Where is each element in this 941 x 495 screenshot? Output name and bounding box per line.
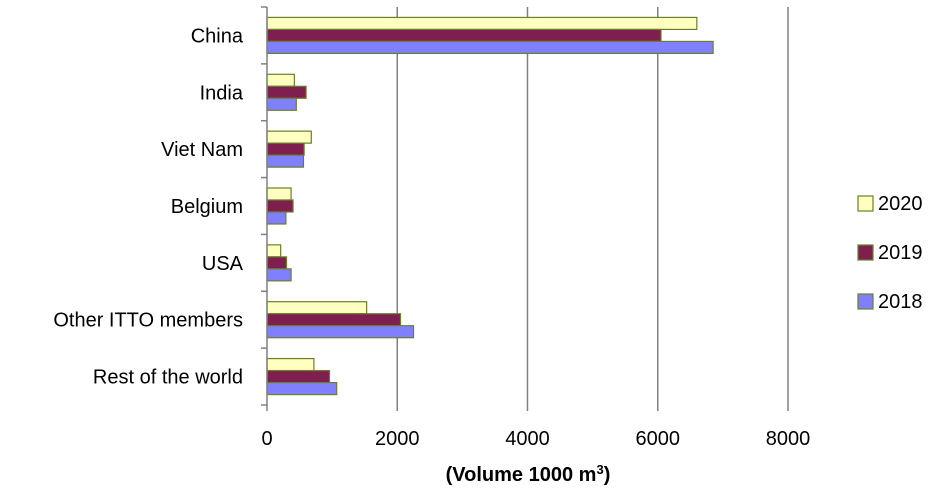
x-tick-label: 2000 bbox=[375, 428, 420, 450]
legend-swatch-2020 bbox=[857, 195, 874, 212]
x-axis-title-superscript: 3 bbox=[596, 462, 603, 477]
legend-swatch-2019 bbox=[857, 244, 874, 261]
bar-2019-usa bbox=[266, 256, 288, 270]
legend-swatch-2018 bbox=[857, 293, 874, 310]
bar-2020-india bbox=[266, 73, 295, 87]
bar-2018-belgium bbox=[266, 211, 287, 225]
x-tick-label: 0 bbox=[261, 428, 272, 450]
axis-layer bbox=[261, 6, 789, 411]
grid-layer bbox=[396, 7, 789, 405]
bar-2019-belgium bbox=[266, 199, 294, 213]
bar-2020-rest-of-the-world bbox=[266, 357, 315, 372]
category-labels: China India Viet Nam Belgium USA Other ITTO m… bbox=[53, 25, 244, 388]
bar-2019-rest-of-the-world bbox=[266, 369, 331, 384]
bar-2019-china bbox=[266, 28, 662, 43]
legend-label-2020: 2020 bbox=[878, 193, 923, 215]
bars-layer bbox=[266, 16, 714, 396]
category-label: Other ITTO members bbox=[53, 310, 243, 332]
legend-label-2018: 2018 bbox=[878, 291, 923, 313]
legend-label-2019: 2019 bbox=[878, 242, 923, 264]
category-label: India bbox=[200, 82, 244, 104]
bar-2020-china bbox=[266, 16, 698, 31]
bar-2019-india bbox=[266, 85, 307, 99]
bar-2018-usa bbox=[266, 268, 292, 282]
bar-2018-india bbox=[266, 97, 297, 111]
x-axis-title-suffix: ) bbox=[604, 464, 611, 486]
bar-2020-belgium bbox=[266, 187, 292, 201]
bar-2018-china bbox=[266, 40, 714, 55]
bar-2020-viet-nam bbox=[266, 130, 312, 144]
category-label: Rest of the world bbox=[93, 367, 243, 389]
bar-2020-usa bbox=[266, 244, 282, 258]
bar-2018-rest-of-the-world bbox=[266, 381, 338, 396]
bar-2020-other-itto-members bbox=[266, 301, 368, 315]
x-tick-label: 6000 bbox=[636, 428, 681, 450]
bar-2018-viet-nam bbox=[266, 154, 305, 168]
category-label: USA bbox=[202, 253, 244, 275]
bar-2018-other-itto-members bbox=[266, 325, 415, 339]
bar-2019-other-itto-members bbox=[266, 313, 402, 327]
x-tick-label: 8000 bbox=[766, 428, 811, 450]
x-axis-title: (Volume 1000 m3) bbox=[446, 462, 611, 487]
bar-2019-viet-nam bbox=[266, 142, 305, 156]
x-axis-title-text: (Volume 1000 m bbox=[446, 464, 597, 486]
legend: 2020 2019 2018 bbox=[857, 193, 923, 313]
category-label: China bbox=[191, 25, 244, 47]
category-label: Viet Nam bbox=[161, 139, 243, 161]
category-label: Belgium bbox=[171, 196, 243, 218]
x-tick-label: 4000 bbox=[505, 428, 550, 450]
x-tick-labels: 0 2000 4000 6000 8000 bbox=[261, 428, 810, 450]
